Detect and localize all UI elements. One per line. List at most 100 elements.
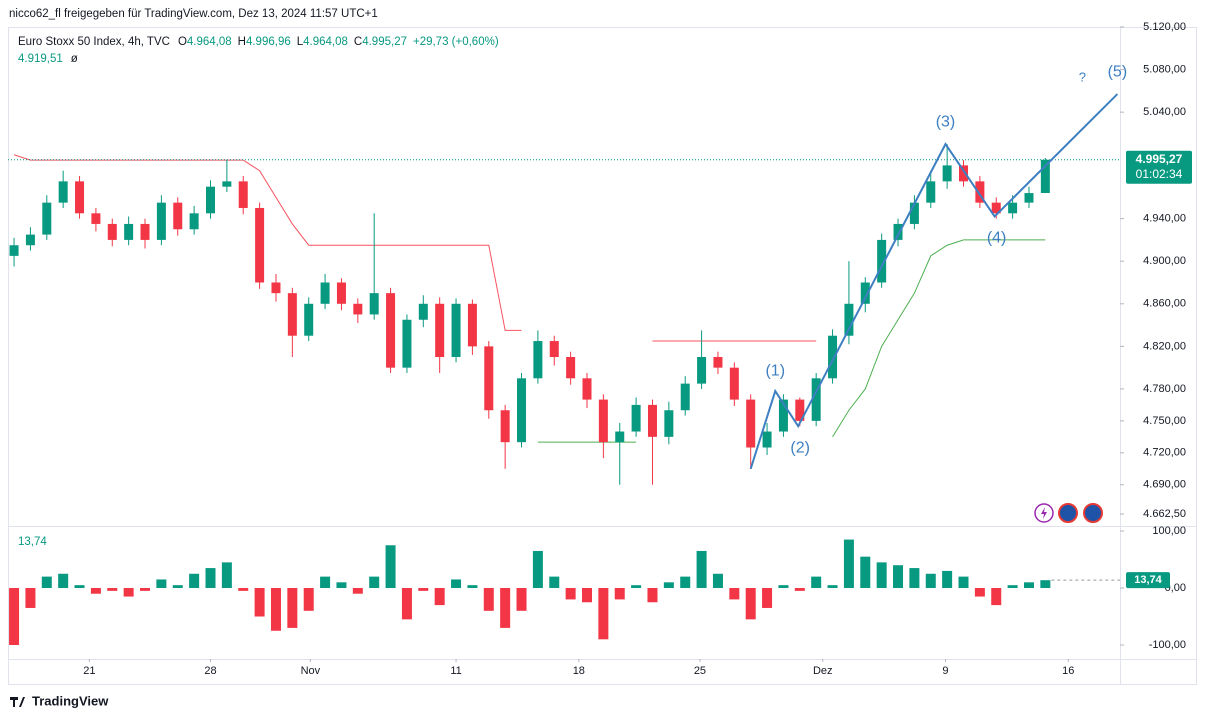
legend-line: Euro Stoxx 50 Index, 4h, TVC O4.964,08 H4.… xyxy=(18,36,499,48)
candle-body xyxy=(124,223,134,240)
y-tick-label: 4.820,00 xyxy=(1143,340,1186,352)
candle-body xyxy=(386,293,396,368)
candle-body xyxy=(222,181,232,187)
c-value: 4.995,27 xyxy=(362,36,407,48)
osc-bar xyxy=(680,576,691,589)
candle-body xyxy=(42,202,52,235)
osc-bar xyxy=(843,539,854,589)
osc-bar xyxy=(516,588,527,611)
osc-bar xyxy=(369,576,380,589)
osc-bar xyxy=(598,588,609,640)
osc-bar xyxy=(811,576,822,589)
candle-body xyxy=(205,186,215,214)
osc-bar xyxy=(434,588,445,606)
osc-bar xyxy=(451,579,462,589)
osc-bar xyxy=(1007,585,1018,589)
candle-body xyxy=(566,357,576,379)
candle-body xyxy=(287,293,297,336)
candle-body xyxy=(680,383,690,411)
osc-bar xyxy=(303,588,314,611)
icon[interactable] xyxy=(1083,503,1103,523)
candle-body xyxy=(1024,193,1034,203)
brand: TradingView xyxy=(10,693,109,708)
icon[interactable] xyxy=(1058,503,1078,523)
candle-body xyxy=(435,303,445,358)
x-tick-label: 21 xyxy=(83,665,95,677)
candle-body xyxy=(140,223,150,240)
osc-bar xyxy=(352,588,363,594)
wave-label: (1) xyxy=(765,362,785,379)
candle-body xyxy=(778,399,788,432)
candle-body xyxy=(91,213,101,224)
toolbar-icons xyxy=(1034,503,1103,523)
last-price-label: 4.995,27 xyxy=(1136,152,1183,166)
candle-body xyxy=(811,378,821,421)
x-tick-label: 11 xyxy=(450,665,461,677)
osc-bar xyxy=(320,576,331,589)
candle-body xyxy=(418,303,428,320)
c-key: C xyxy=(354,36,362,48)
y-tick-label: 4.860,00 xyxy=(1143,298,1186,310)
osc-bar xyxy=(74,585,85,589)
osc-bar xyxy=(974,588,985,597)
candle-body xyxy=(909,202,919,224)
osc-bar xyxy=(238,588,249,591)
brand-logo xyxy=(10,697,25,707)
osc-tick-label: 100,00 xyxy=(1152,525,1186,537)
candle-body xyxy=(336,282,346,304)
candle-body xyxy=(533,341,543,379)
candle-body xyxy=(795,399,805,421)
osc-bar xyxy=(631,585,642,589)
osc-bar xyxy=(336,582,347,589)
countdown: 01:02:34 xyxy=(1136,167,1183,181)
candle-body xyxy=(975,181,985,203)
candle-body xyxy=(517,378,527,443)
candle-body xyxy=(828,335,838,379)
candle-body xyxy=(353,303,363,315)
candle-body xyxy=(631,404,641,432)
osc-bar xyxy=(205,568,216,589)
osc-last-box xyxy=(1126,572,1170,589)
osc-bar xyxy=(549,576,560,589)
osc-bar xyxy=(794,588,805,591)
symbol: Euro Stoxx 50 Index, 4h, TVC xyxy=(18,36,170,48)
osc-bar xyxy=(254,588,265,617)
osc-bar xyxy=(418,588,429,591)
osc-bar xyxy=(925,573,936,589)
osc-bar xyxy=(958,576,969,589)
candle-body xyxy=(467,303,477,347)
osc-bar xyxy=(172,585,183,589)
osc-bar xyxy=(909,568,920,589)
candle-body xyxy=(942,165,952,182)
candle-body xyxy=(582,378,592,400)
wave-label: (5) xyxy=(1108,63,1128,80)
osc-bar xyxy=(467,585,478,589)
candle-body xyxy=(156,202,166,240)
y-tick-label: 4.940,00 xyxy=(1143,213,1186,225)
osc-bar xyxy=(385,545,396,589)
osc-bar xyxy=(483,588,494,611)
candle-body xyxy=(844,303,854,336)
indicator-symbol: ø xyxy=(71,53,78,65)
osc-bar xyxy=(565,588,576,600)
y-tick-label: 5.120,00 xyxy=(1143,21,1186,33)
osc-bar xyxy=(663,582,674,589)
y-tick-label: 4.780,00 xyxy=(1143,383,1186,395)
y-tick-label: 4.690,00 xyxy=(1143,479,1186,491)
l-value: 4.964,08 xyxy=(303,36,348,48)
osc-bar xyxy=(401,588,412,620)
osc-bar xyxy=(58,573,69,589)
osc-bar xyxy=(25,588,36,608)
osc-bar xyxy=(712,573,723,589)
osc-bar xyxy=(745,588,756,620)
candle-body xyxy=(320,282,330,304)
candle-body xyxy=(926,181,936,203)
indicator-value: 4.919,51 xyxy=(18,53,63,65)
y-tick-label: 4.662,50 xyxy=(1143,508,1186,520)
osc-bar xyxy=(123,588,134,597)
candle-body xyxy=(729,367,739,400)
candle-body xyxy=(451,303,461,358)
osc-bar xyxy=(287,588,298,628)
osc-bar xyxy=(860,556,871,589)
